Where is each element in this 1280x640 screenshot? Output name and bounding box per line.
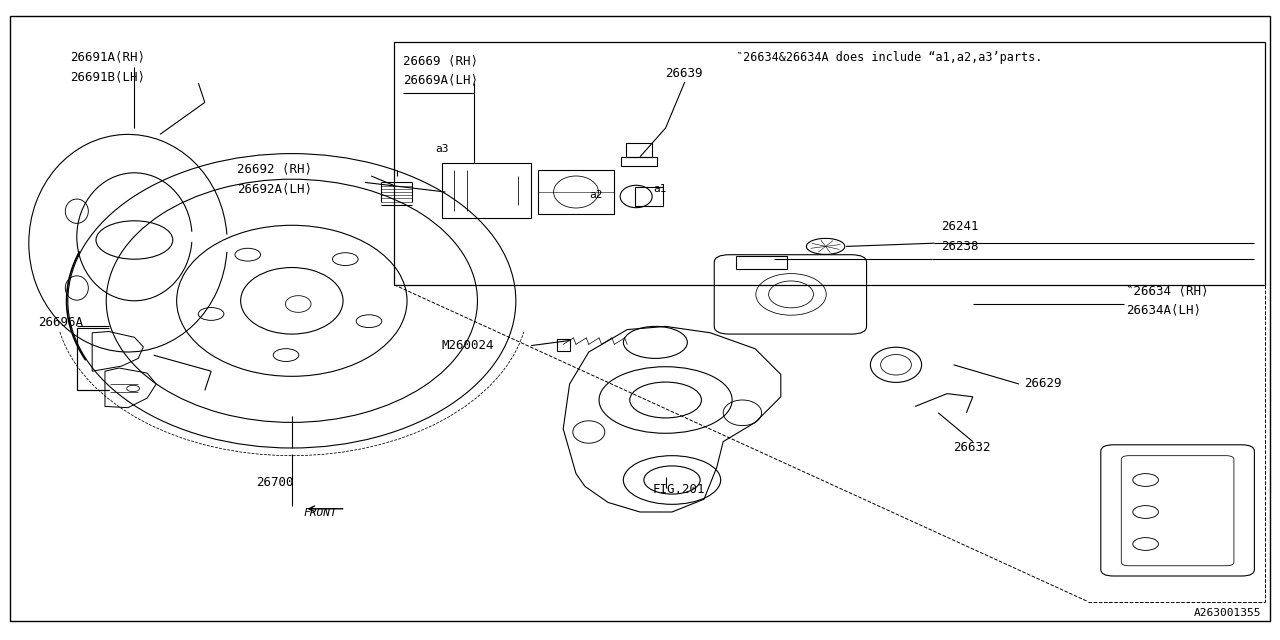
Text: 26632: 26632: [954, 441, 991, 454]
Text: 26241: 26241: [941, 220, 978, 234]
Bar: [442, 163, 531, 218]
Text: M260024: M260024: [442, 339, 494, 352]
Text: 26669 ⟨RH⟩: 26669 ⟨RH⟩: [403, 54, 479, 67]
Text: 26634A⟨LH⟩: 26634A⟨LH⟩: [1126, 303, 1202, 317]
Bar: [635, 187, 663, 206]
Text: 26639: 26639: [666, 67, 703, 80]
Text: 26692 ⟨RH⟩: 26692 ⟨RH⟩: [237, 163, 312, 176]
Text: 26629: 26629: [1024, 377, 1061, 390]
Bar: [394, 42, 1265, 285]
Bar: [538, 170, 614, 214]
Text: 26691A⟨RH⟩: 26691A⟨RH⟩: [70, 51, 146, 64]
Text: 26669A⟨LH⟩: 26669A⟨LH⟩: [403, 73, 479, 86]
Text: ‶26634&26634A does include “a1,a2,a3’parts.: ‶26634&26634A does include “a1,a2,a3’par…: [736, 51, 1042, 64]
Text: FRONT: FRONT: [303, 508, 337, 518]
Bar: [626, 143, 652, 157]
Text: a3: a3: [435, 145, 449, 154]
Text: A263001355: A263001355: [1193, 607, 1261, 618]
Text: a2: a2: [589, 191, 603, 200]
Text: ‶26634 ⟨RH⟩: ‶26634 ⟨RH⟩: [1126, 284, 1208, 298]
Text: a1: a1: [653, 184, 667, 194]
Bar: [621, 157, 657, 166]
Bar: [736, 256, 787, 269]
Text: 26691B⟨LH⟩: 26691B⟨LH⟩: [70, 70, 146, 83]
Text: 26700: 26700: [256, 476, 293, 490]
Text: 26692A⟨LH⟩: 26692A⟨LH⟩: [237, 182, 312, 195]
Text: FIG.201: FIG.201: [653, 483, 705, 496]
Text: 26238: 26238: [941, 239, 978, 253]
Bar: [557, 339, 570, 351]
Text: 26696A: 26696A: [38, 316, 83, 330]
